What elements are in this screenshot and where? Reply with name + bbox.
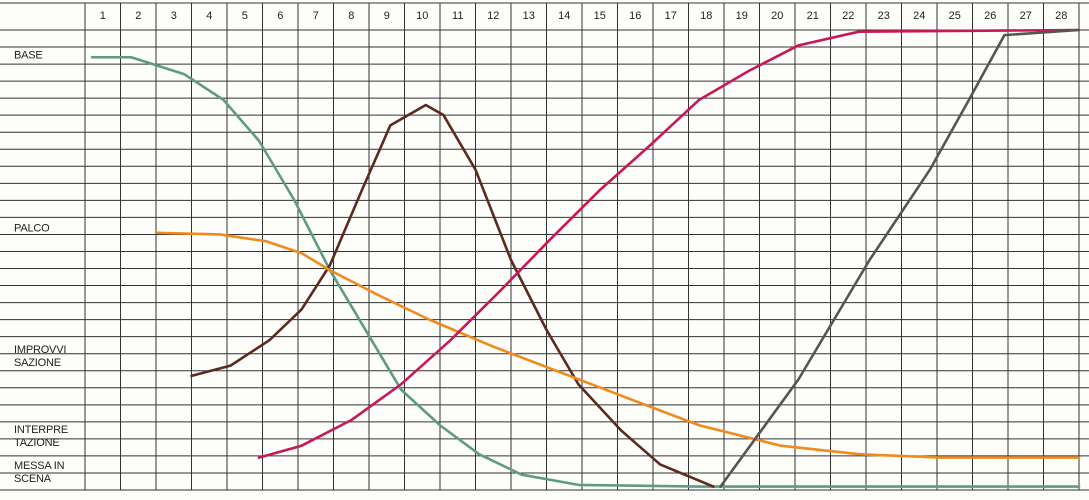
x-tick-label: 27 — [1020, 10, 1032, 22]
y-tick-label: BASE — [14, 49, 43, 62]
x-tick-label: 21 — [807, 10, 819, 22]
x-tick-label: 20 — [771, 10, 783, 22]
series-line — [257, 28, 1081, 459]
x-tick-label: 10 — [416, 10, 428, 22]
x-tick-label: 12 — [487, 10, 499, 22]
x-tick-label: 22 — [842, 10, 854, 22]
x-tick-label: 4 — [206, 10, 212, 22]
x-tick-label: 23 — [878, 10, 890, 22]
x-tick-label: 17 — [665, 10, 677, 22]
x-tick-label: 16 — [629, 10, 641, 22]
x-tick-label: 9 — [384, 10, 390, 22]
x-tick-label: 11 — [452, 10, 463, 22]
x-tick-label: 14 — [558, 10, 570, 22]
y-tick-label: MESSA IN SCENA — [14, 459, 65, 485]
series-line — [90, 55, 1081, 488]
x-tick-label: 28 — [1055, 10, 1067, 22]
x-tick-label: 26 — [984, 10, 996, 22]
x-tick-label: 19 — [736, 10, 748, 22]
x-tick-label: 7 — [313, 10, 319, 22]
series-line — [154, 231, 1081, 459]
x-tick-label: 1 — [100, 10, 106, 22]
x-tick-label: 5 — [242, 10, 248, 22]
series-line — [190, 103, 715, 488]
x-tick-label: 24 — [913, 10, 925, 22]
x-tick-label: 8 — [348, 10, 354, 22]
x-tick-label: 18 — [700, 10, 712, 22]
x-tick-label: 15 — [594, 10, 606, 22]
series-line — [719, 28, 1081, 488]
x-tick-label: 13 — [523, 10, 535, 22]
y-tick-label: PALCO — [14, 222, 50, 235]
x-tick-label: 2 — [135, 10, 141, 22]
y-tick-label: INTERPRE TAZIONE — [14, 424, 69, 450]
x-tick-label: 25 — [949, 10, 961, 22]
y-tick-label: IMPROVVI SAZIONE — [14, 344, 67, 370]
x-tick-label: 6 — [277, 10, 283, 22]
x-tick-label: 3 — [171, 10, 177, 22]
